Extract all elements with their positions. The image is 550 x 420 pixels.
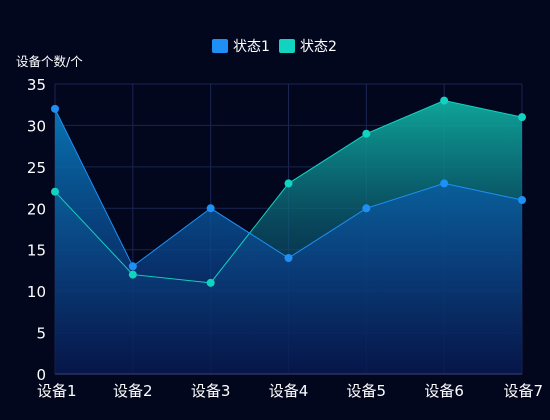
point-series-1[interactable] xyxy=(362,204,371,213)
point-series-1[interactable] xyxy=(51,104,59,113)
x-tick-label: 设备2 xyxy=(113,382,153,400)
y-tick-label: 30 xyxy=(27,117,46,135)
point-series-1[interactable] xyxy=(440,179,449,188)
point-series-2[interactable] xyxy=(518,113,526,122)
point-series-2[interactable] xyxy=(362,129,371,138)
legend-item-series-1[interactable]: 状态1 xyxy=(212,39,270,55)
x-tick-label: 设备1 xyxy=(37,382,77,400)
y-tick-label: 0 xyxy=(36,366,46,384)
legend-label-series-1: 状态1 xyxy=(233,39,270,55)
x-tick-label: 设备7 xyxy=(503,382,543,400)
point-series-2[interactable] xyxy=(206,278,215,287)
legend-label-series-2: 状态2 xyxy=(300,39,337,55)
axes: 0 5 10 15 20 25 30 35 设备1 设备2 设备3 设备4 设备5 设备6 设备7 xyxy=(27,76,543,400)
y-tick-label: 25 xyxy=(27,159,46,177)
point-series-1[interactable] xyxy=(206,204,215,213)
x-tick-label: 设备4 xyxy=(269,382,309,400)
y-tick-label: 10 xyxy=(27,283,46,301)
point-series-2[interactable] xyxy=(284,179,293,188)
point-series-2[interactable] xyxy=(440,96,449,105)
legend-swatch-series-2 xyxy=(279,39,295,53)
point-series-2[interactable] xyxy=(51,187,59,196)
x-tick-label: 设备3 xyxy=(191,382,231,400)
x-tick-label: 设备5 xyxy=(347,382,387,400)
area-series-1 xyxy=(55,108,522,374)
y-axis-title: 设备个数/个 xyxy=(16,54,83,69)
legend: 状态1 状态2 xyxy=(212,39,337,55)
point-series-1[interactable] xyxy=(518,196,526,204)
y-tick-label: 35 xyxy=(27,76,46,94)
y-tick-label: 20 xyxy=(27,200,46,218)
point-series-1[interactable] xyxy=(284,254,293,262)
series-areas xyxy=(55,100,522,375)
series-points xyxy=(51,96,526,287)
x-tick-label: 设备6 xyxy=(424,382,464,400)
y-tick-label: 5 xyxy=(36,325,46,343)
legend-item-series-2[interactable]: 状态2 xyxy=(279,39,337,55)
point-series-2[interactable] xyxy=(128,270,137,279)
point-series-1[interactable] xyxy=(128,262,137,271)
y-tick-label: 15 xyxy=(27,242,46,260)
legend-swatch-series-1 xyxy=(212,39,228,53)
